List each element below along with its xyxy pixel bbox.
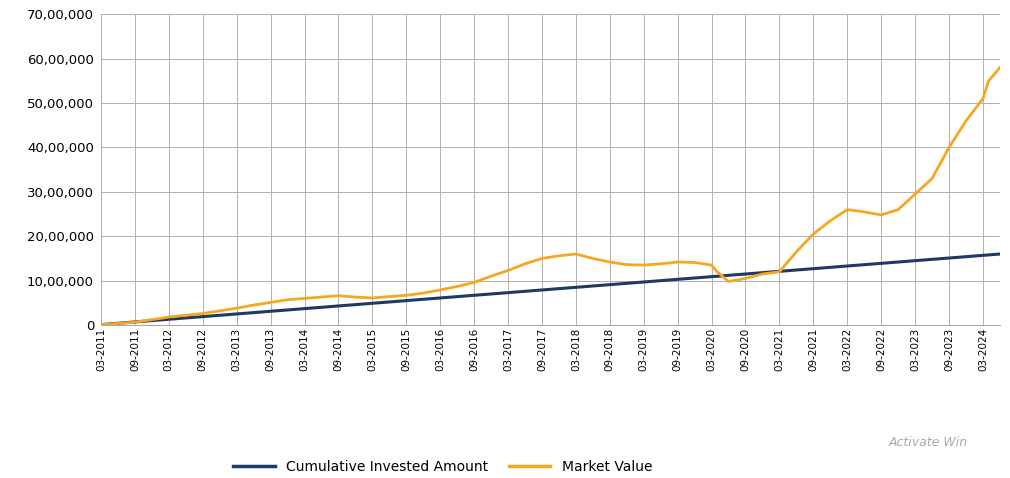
Market Value — [95, 322, 107, 327]
Market Value — [349, 294, 362, 300]
Line: Cumulative Invested Amount: Cumulative Invested Amount — [101, 254, 1000, 325]
Market Value — [948, 136, 961, 141]
Cumulative Invested Amount — [276, 307, 288, 313]
Cumulative Invested Amount — [678, 276, 690, 282]
Line: Market Value: Market Value — [101, 67, 1000, 325]
Market Value — [678, 259, 690, 265]
Market Value — [593, 257, 605, 262]
Cumulative Invested Amount — [349, 302, 362, 307]
Market Value — [276, 298, 288, 304]
Cumulative Invested Amount — [95, 322, 107, 327]
Market Value — [994, 65, 1006, 70]
Market Value — [830, 214, 842, 220]
Text: Activate Win: Activate Win — [889, 436, 968, 449]
Legend: Cumulative Invested Amount, Market Value: Cumulative Invested Amount, Market Value — [227, 455, 658, 478]
Cumulative Invested Amount — [830, 264, 842, 270]
Cumulative Invested Amount — [948, 255, 961, 261]
Cumulative Invested Amount — [593, 282, 605, 288]
Cumulative Invested Amount — [994, 251, 1006, 257]
